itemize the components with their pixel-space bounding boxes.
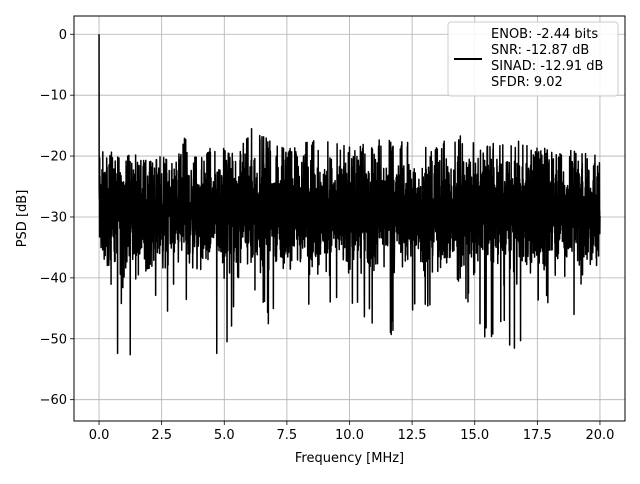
psd-trace: [98, 34, 601, 356]
x-axis-label: Frequency [MHz]: [295, 451, 404, 466]
x-tick-label: 0.0: [89, 428, 110, 443]
y-tick-label: −60: [40, 393, 67, 408]
y-tick-label: 0: [59, 28, 67, 43]
ticks: 0.0 2.5 5.0 7.5 10.0 12.5 15.0 17.5 20.0 0 −10 −20 −…: [40, 28, 615, 443]
x-tick-label: 17.5: [523, 428, 552, 443]
x-tick-label: 7.5: [277, 428, 298, 443]
legend-enob: ENOB: -2.44 bits: [491, 27, 598, 42]
legend-sinad: SINAD: -12.91 dB: [491, 59, 603, 74]
x-tick-label: 15.0: [460, 428, 489, 443]
y-tick-label: −30: [40, 210, 67, 225]
x-tick-label: 2.5: [151, 428, 172, 443]
x-tick-label: 5.0: [214, 428, 235, 443]
legend: ENOB: -2.44 bits SNR: -12.87 dB SINAD: -…: [447, 21, 619, 97]
legend-sfdr: SFDR: 9.02: [491, 75, 563, 90]
y-tick-label: −20: [40, 150, 67, 165]
x-tick-label: 12.5: [398, 428, 427, 443]
y-axis-label: PSD [dB]: [15, 190, 30, 248]
legend-box: [447, 21, 619, 97]
legend-snr: SNR: -12.87 dB: [491, 43, 589, 58]
x-tick-label: 20.0: [585, 428, 614, 443]
y-tick-label: −40: [40, 271, 67, 286]
psd-series-line: [98, 34, 601, 356]
y-tick-label: −10: [40, 89, 67, 104]
x-tick-label: 10.0: [335, 428, 364, 443]
y-tick-label: −50: [40, 332, 67, 347]
